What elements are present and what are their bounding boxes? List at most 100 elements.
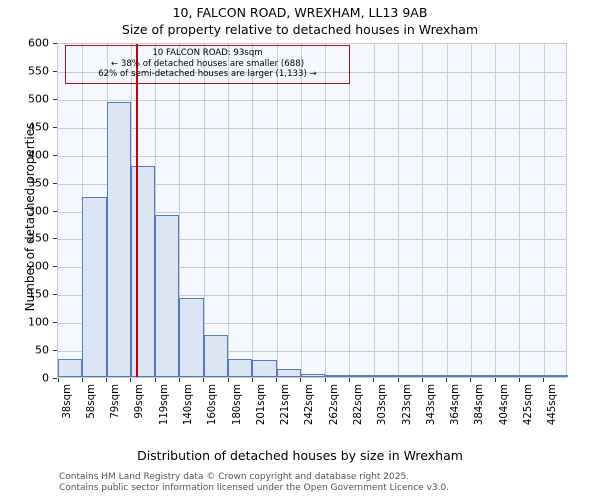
x-tick-label: 119sqm	[158, 384, 170, 426]
y-tick-mark	[53, 266, 57, 268]
plot-area	[57, 43, 568, 378]
histogram-bar	[228, 358, 253, 377]
x-tick-label: 99sqm	[134, 384, 146, 419]
x-tick-mark	[81, 378, 83, 382]
gridline-horizontal	[58, 295, 566, 297]
page-title: 10, FALCON ROAD, WREXHAM, LL13 9AB	[172, 5, 428, 20]
histogram-bar	[519, 375, 544, 377]
gridline-horizontal	[58, 323, 566, 325]
x-tick-label: 221sqm	[280, 384, 292, 426]
gridline-vertical	[325, 44, 326, 377]
histogram-bar	[252, 360, 277, 377]
x-tick-label: 404sqm	[498, 384, 510, 426]
histogram-bar	[398, 375, 423, 377]
x-tick-mark	[518, 378, 520, 382]
gridline-vertical	[155, 44, 156, 377]
bars-layer	[58, 44, 568, 377]
gridline-horizontal	[58, 351, 566, 353]
x-tick-label: 58sqm	[85, 384, 97, 419]
gridline-horizontal	[58, 127, 566, 129]
gridline-horizontal	[58, 183, 566, 185]
y-tick-mark	[53, 294, 57, 296]
x-tick-label: 425sqm	[522, 384, 534, 426]
chart-title-block: 10, FALCON ROAD, WREXHAM, LL13 9AB Size …	[0, 4, 600, 38]
histogram-bar	[203, 334, 228, 377]
annotation-line-smaller: ← 38% of detached houses are smaller (68…	[110, 58, 305, 69]
y-tick-label: 150	[28, 287, 49, 301]
x-tick-label: 323sqm	[401, 384, 413, 426]
y-tick-mark	[53, 210, 57, 212]
gridline-vertical	[398, 44, 399, 377]
y-tick-label: 300	[28, 204, 49, 217]
x-tick-label: 262sqm	[328, 384, 340, 426]
x-tick-mark	[276, 378, 278, 382]
y-tick-mark	[53, 322, 57, 324]
y-tick-label: 450	[28, 120, 49, 134]
histogram-bar	[276, 368, 301, 377]
y-axis: Number of detached properties 0 50 100 150 2…	[0, 0, 57, 500]
y-tick-label: 200	[28, 259, 49, 273]
gridline-vertical	[422, 44, 423, 377]
gridline-horizontal	[58, 211, 566, 213]
y-tick-mark	[53, 154, 57, 156]
gridline-vertical	[471, 44, 472, 377]
x-tick-mark	[227, 378, 229, 382]
histogram-bar	[349, 374, 374, 377]
attribution-footer: Contains HM Land Registry data © Crown c…	[59, 472, 579, 493]
y-tick-mark	[53, 182, 57, 184]
x-tick-mark	[348, 378, 350, 382]
y-tick-label: 600	[28, 36, 49, 50]
gridline-vertical	[179, 44, 180, 377]
x-axis: 38sqm 58sqm 79sqm 99sqm 119sqm 140sqm 160sqm 18…	[0, 378, 600, 448]
x-tick-mark	[397, 378, 399, 382]
histogram-bar	[373, 375, 398, 377]
gridline-vertical	[277, 44, 278, 377]
histogram-bar	[495, 375, 520, 377]
x-tick-label: 343sqm	[425, 384, 437, 426]
x-tick-mark	[494, 378, 496, 382]
y-tick-mark	[53, 350, 57, 352]
histogram-bar	[179, 298, 204, 377]
histogram-bar	[130, 165, 156, 377]
gridline-horizontal	[58, 155, 566, 157]
x-axis-title: Distribution of detached houses by size …	[137, 448, 463, 463]
annotation-line-larger: 62% of semi-detached houses are larger (…	[98, 69, 317, 79]
y-tick-mark	[53, 238, 57, 240]
x-tick-mark	[373, 378, 375, 382]
x-tick-mark	[130, 378, 132, 382]
x-tick-mark	[421, 378, 423, 382]
x-tick-label: 303sqm	[377, 384, 389, 426]
y-tick-label: 350	[28, 176, 49, 190]
gridline-vertical	[495, 44, 496, 377]
x-tick-mark	[106, 378, 108, 382]
histogram-bar	[155, 214, 180, 377]
histogram-bar	[446, 375, 471, 377]
x-tick-label: 201sqm	[255, 384, 267, 426]
y-tick-mark	[53, 43, 57, 44]
y-tick-mark	[53, 126, 57, 128]
property-size-marker-line	[135, 44, 138, 377]
gridline-vertical	[544, 44, 545, 377]
gridline-vertical	[204, 44, 205, 377]
annotation-line-property: 10 FALCON ROAD: 93sqm	[152, 48, 263, 58]
x-tick-label: 364sqm	[450, 384, 462, 426]
y-tick-label: 50	[35, 343, 49, 357]
x-tick-mark	[446, 378, 448, 382]
gridline-vertical	[252, 44, 253, 377]
gridline-vertical	[519, 44, 520, 377]
x-tick-label: 282sqm	[352, 384, 364, 426]
histogram-bar	[300, 373, 326, 377]
x-tick-mark	[154, 378, 156, 382]
y-tick-label: 550	[28, 64, 49, 78]
x-tick-mark	[57, 378, 59, 382]
histogram-bar	[106, 101, 131, 377]
y-tick-label: 500	[28, 92, 49, 106]
y-tick-mark	[53, 378, 57, 379]
histogram-bar	[543, 375, 568, 377]
gridline-horizontal	[58, 99, 566, 101]
gridline-vertical	[301, 44, 302, 377]
gridline-vertical	[228, 44, 229, 377]
x-tick-label: 445sqm	[547, 384, 559, 426]
x-tick-label: 160sqm	[207, 384, 219, 426]
